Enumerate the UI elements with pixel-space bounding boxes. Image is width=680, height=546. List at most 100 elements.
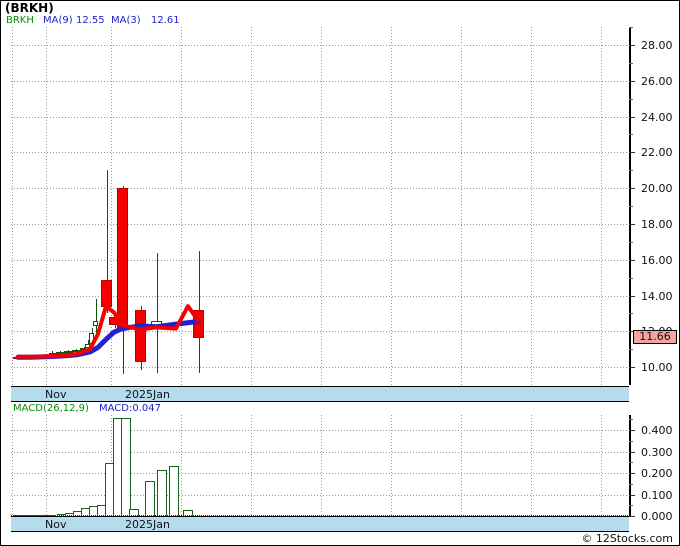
price-axis-minor-tick xyxy=(629,313,633,314)
price-gridline-v xyxy=(391,27,392,385)
price-axis-minor-tick xyxy=(629,63,633,64)
price-axis-label: 18.00 xyxy=(641,218,673,231)
price-gridline-v xyxy=(12,27,13,385)
price-gridline-v xyxy=(531,27,532,385)
macd-axis-minor-tick xyxy=(629,505,633,506)
price-gridline-h xyxy=(11,296,629,297)
price-axis-label: 16.00 xyxy=(641,254,673,267)
candle-wick xyxy=(107,170,108,313)
macd-axis-tick xyxy=(629,495,635,496)
macd-gridline-v xyxy=(461,415,462,516)
price-axis-tick xyxy=(629,331,635,332)
macd-histogram-bar xyxy=(121,418,131,516)
macd-y-axis: 0.400 0.300 0.200 0.100 0.000 xyxy=(629,415,679,522)
current-price-tag: 11.66 xyxy=(633,330,677,344)
price-legend: BRKH MA(9) 12.55 MA(3) 12.61 xyxy=(1,15,679,27)
price-axis-tick xyxy=(629,367,635,368)
legend-symbol: BRKH xyxy=(6,15,34,26)
candle-wick xyxy=(52,351,53,354)
footer: © 12Stocks.com xyxy=(1,532,679,545)
price-axis-tick xyxy=(629,296,635,297)
macd-gridline-v xyxy=(391,415,392,516)
macd-axis-label: 0.200 xyxy=(641,467,673,480)
price-axis-minor-tick xyxy=(629,27,633,28)
price-gridline-v xyxy=(111,27,112,385)
legend-ma9-label: MA(9) xyxy=(43,15,73,26)
macd-legend: MACD(26,12,9) MACD:0.047 xyxy=(11,402,629,415)
price-gridline-v xyxy=(461,27,462,385)
page-title: (BRKH) xyxy=(5,1,54,15)
price-gridline-h xyxy=(11,117,629,118)
macd-axis-label: 0.400 xyxy=(641,424,673,437)
price-gridline-h xyxy=(11,260,629,261)
macd-axis-tick xyxy=(629,452,635,453)
macd-axis-label: 0.300 xyxy=(641,446,673,459)
price-axis-minor-tick xyxy=(629,242,633,243)
macd-gridline-h xyxy=(11,430,629,431)
price-axis-tick xyxy=(629,117,635,118)
macd-axis-spine xyxy=(629,415,631,516)
macd-histogram-bar xyxy=(169,466,179,516)
candle-wick xyxy=(96,299,97,338)
price-gridline-v xyxy=(181,27,182,385)
macd-gridline-h xyxy=(11,452,629,453)
moving-average-overlay xyxy=(15,304,201,360)
macd-axis-tick xyxy=(629,430,635,431)
macd-axis-minor-tick xyxy=(629,441,633,442)
macd-indicator-value: MACD:0.047 xyxy=(99,403,161,414)
macd-axis-minor-tick xyxy=(629,462,633,463)
price-axis-minor-tick xyxy=(629,99,633,100)
macd-x-axis-band: Nov 2025Jan xyxy=(11,516,629,532)
price-axis-minor-tick xyxy=(629,206,633,207)
price-axis-label: 28.00 xyxy=(641,39,673,52)
price-plot-area xyxy=(11,27,629,385)
price-axis-label: 14.00 xyxy=(641,290,673,303)
macd-gridline-v xyxy=(601,415,602,516)
price-gridline-v xyxy=(321,27,322,385)
price-gridline-v xyxy=(251,27,252,385)
price-axis-tick xyxy=(629,81,635,82)
macd-plot-area xyxy=(11,415,629,516)
candle-wick xyxy=(157,253,158,373)
copyright-label: © 12Stocks.com xyxy=(581,532,673,545)
macd-axis-minor-tick xyxy=(629,484,633,485)
macd-axis-minor-tick xyxy=(629,419,633,420)
price-axis-label: 22.00 xyxy=(641,146,673,159)
macd-chart-panel xyxy=(11,415,629,516)
price-axis-tick xyxy=(629,260,635,261)
macd-zero-line xyxy=(11,515,629,516)
macd-histogram-bar xyxy=(157,470,167,516)
price-gridline-h xyxy=(11,45,629,46)
macd-histogram-bar xyxy=(145,481,155,516)
price-y-axis: 28.00 26.00 24.00 22.00 20.00 18.00 16.00 14.00… xyxy=(629,27,679,385)
price-axis-tick xyxy=(629,224,635,225)
macd-axis-label: 0.100 xyxy=(641,489,673,502)
price-axis-label: 20.00 xyxy=(641,182,673,195)
legend-ma9-value: 12.55 xyxy=(76,15,105,26)
legend-ma3-label: MA(3) xyxy=(111,15,141,26)
price-axis-tick xyxy=(629,152,635,153)
macd-gridline-v xyxy=(321,415,322,516)
macd-date-axis-label: Nov xyxy=(45,518,67,531)
macd-histogram-bar xyxy=(183,510,193,516)
price-gridline-h xyxy=(11,224,629,225)
price-axis-tick xyxy=(629,188,635,189)
macd-indicator-name: MACD(26,12,9) xyxy=(13,403,89,414)
macd-axis-tick xyxy=(629,516,635,517)
macd-gridline-v xyxy=(46,415,47,516)
price-axis-label: 24.00 xyxy=(641,111,673,124)
ma3-line xyxy=(16,304,200,359)
candle-body xyxy=(69,351,74,353)
macd-gridline-v xyxy=(251,415,252,516)
price-axis-minor-tick xyxy=(629,134,633,135)
price-axis-label: 26.00 xyxy=(641,75,673,88)
price-axis-tick xyxy=(629,45,635,46)
macd-gridline-h xyxy=(11,473,629,474)
macd-gridline-h xyxy=(11,495,629,496)
price-gridline-h xyxy=(11,152,629,153)
price-gridline-h xyxy=(11,331,629,332)
price-axis-minor-tick xyxy=(629,278,633,279)
macd-gridline-v xyxy=(531,415,532,516)
price-gridline-h xyxy=(11,188,629,189)
